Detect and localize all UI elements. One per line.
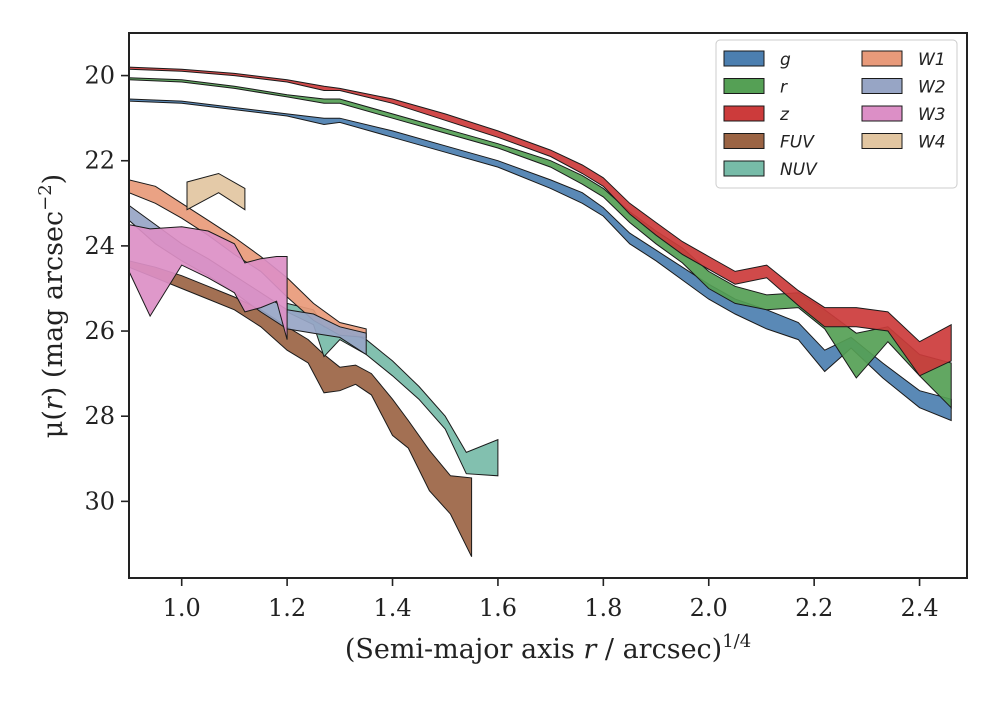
legend-item-w2: W2 xyxy=(861,78,946,98)
legend-swatch xyxy=(861,78,903,94)
legend-label: FUV xyxy=(780,133,815,153)
legend-frame xyxy=(715,39,958,189)
y-tick-label: 20 xyxy=(84,62,115,90)
x-axis-ticks: 1.0 1.2 1.4 1.6 1.8 2.0 2.2 2.4 xyxy=(163,578,939,622)
y-tick-label: 26 xyxy=(84,317,115,345)
legend-label: r xyxy=(780,78,788,98)
x-tick-label: 2.0 xyxy=(690,594,728,622)
legend-swatch xyxy=(723,133,765,149)
legend-label: NUV xyxy=(780,160,818,180)
legend-item-z: z xyxy=(723,105,790,125)
legend-swatch xyxy=(861,50,903,67)
legend-item-w3: W3 xyxy=(861,105,946,125)
legend-item-w1: W1 xyxy=(861,50,946,70)
legend-label: g xyxy=(780,50,791,70)
legend: grz FUV NUV W1 W2 W3 W4 xyxy=(715,39,958,189)
legend-label: W4 xyxy=(918,133,946,153)
x-tick-label: 1.6 xyxy=(479,594,517,622)
legend-item-fuv: FUV xyxy=(723,133,815,153)
x-tick-label: 1.0 xyxy=(163,594,201,622)
y-tick-label: 22 xyxy=(84,147,115,175)
legend-label: W3 xyxy=(918,105,946,125)
legend-swatch xyxy=(723,78,765,94)
legend-swatch xyxy=(723,105,765,122)
legend-item-r: r xyxy=(723,78,788,98)
x-tick-label: 1.8 xyxy=(584,594,622,622)
band-w3 xyxy=(129,224,288,340)
x-tick-label: 2.4 xyxy=(900,594,938,622)
x-tick-label: 2.2 xyxy=(795,594,833,622)
y-axis-ticks: 20 22 24 26 28 30 xyxy=(84,62,129,515)
band-w4 xyxy=(186,172,246,211)
plot-frame xyxy=(128,32,968,579)
legend-swatch xyxy=(861,133,903,149)
y-axis-label: μ(r) (mag arcsec−2) xyxy=(35,174,69,438)
legend-label: W1 xyxy=(918,50,946,70)
legend-item-w4: W4 xyxy=(861,133,946,153)
x-axis-label: (Semi-major axis r / arcsec)1/4 xyxy=(345,631,751,665)
legend-label: z xyxy=(779,105,790,125)
legend-item-nuv: NUV xyxy=(723,160,818,180)
band-g xyxy=(129,98,952,422)
legend-swatch xyxy=(723,50,765,67)
profile-bands xyxy=(129,66,952,557)
legend-swatch xyxy=(723,160,765,177)
legend-label: W2 xyxy=(918,78,946,98)
band-r xyxy=(129,77,952,409)
y-tick-label: 30 xyxy=(84,487,115,515)
legend-item-g: g xyxy=(723,50,791,70)
y-tick-label: 28 xyxy=(84,402,115,430)
x-tick-label: 1.2 xyxy=(268,594,306,622)
y-tick-label: 24 xyxy=(84,232,115,260)
x-tick-label: 1.4 xyxy=(373,594,411,622)
band-z xyxy=(129,66,952,377)
legend-swatch xyxy=(861,105,903,122)
